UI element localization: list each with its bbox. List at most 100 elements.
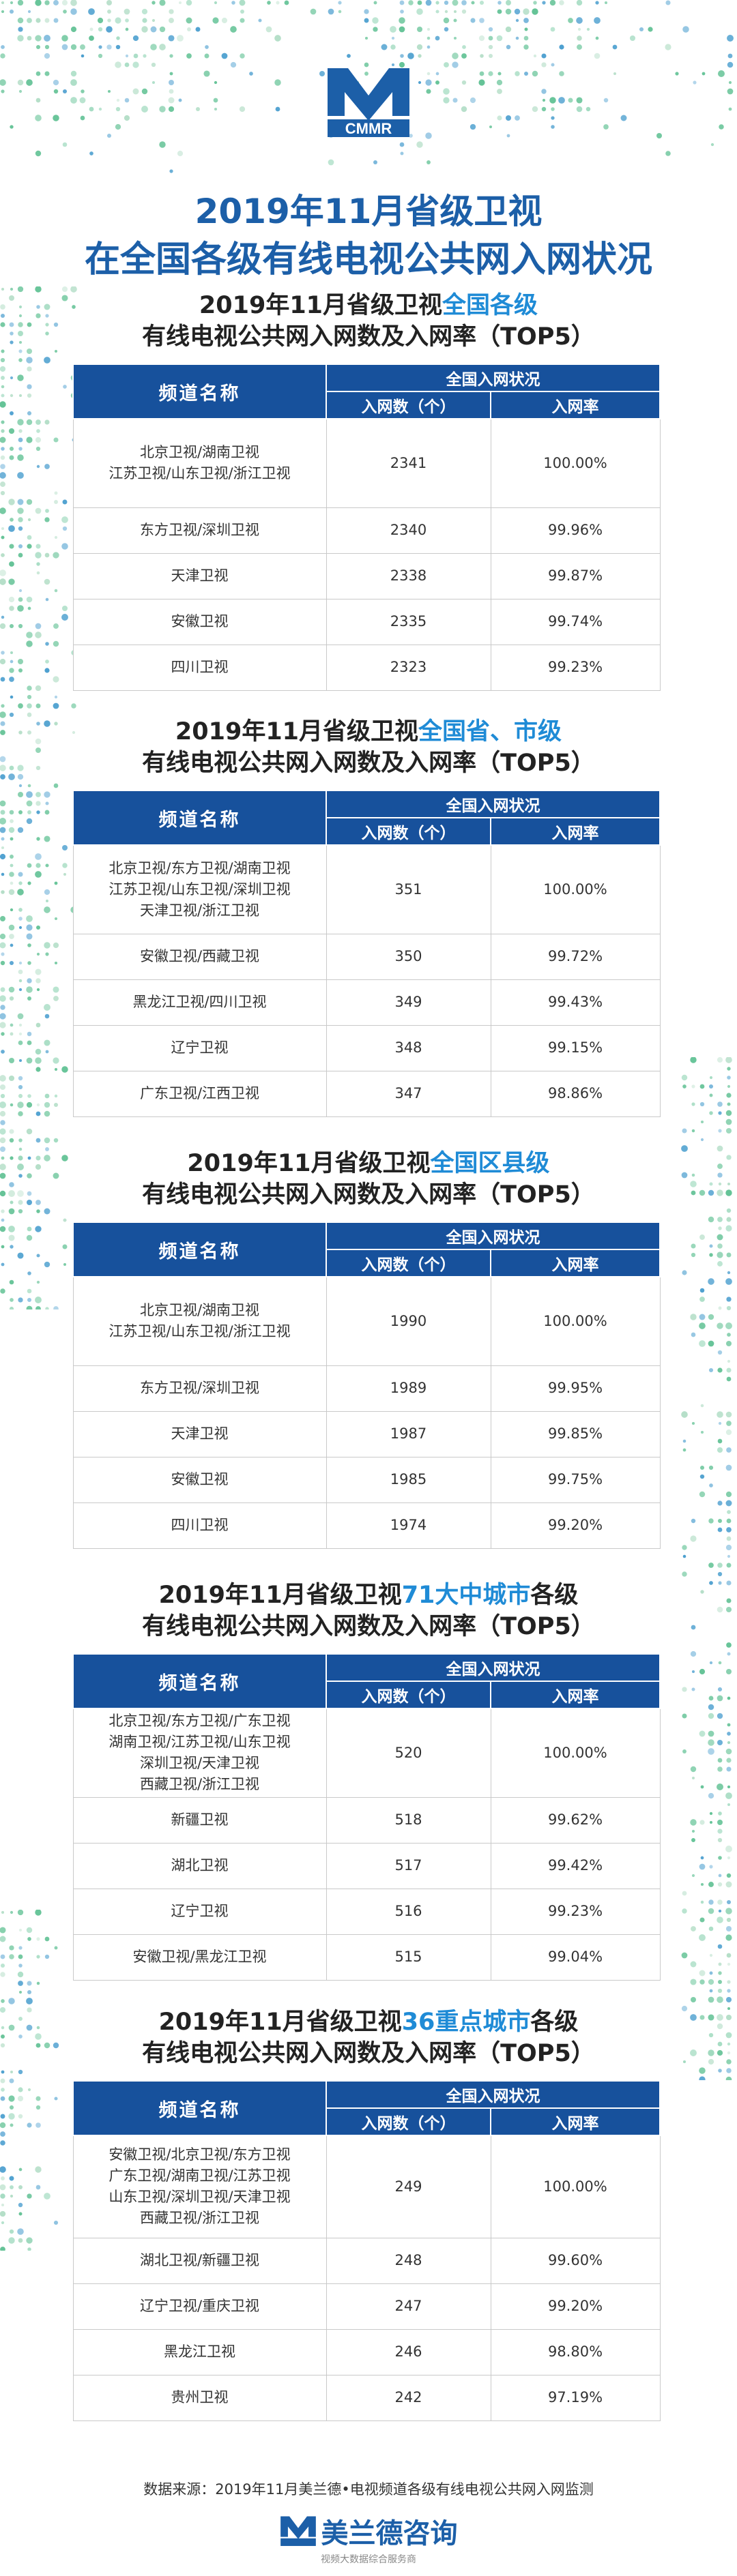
decor-dot — [691, 1838, 695, 1842]
decor-dot — [36, 837, 40, 841]
decor-dot — [44, 1004, 50, 1011]
channel-name-line: 江苏卫视/山东卫视/深圳卫视 — [109, 880, 291, 898]
decor-dot — [709, 1865, 713, 1869]
cell-channel: 四川卫视 — [72, 1502, 327, 1549]
decor-dot — [1, 2221, 5, 2225]
decor-dot — [177, 35, 184, 42]
cell-count: 1987 — [326, 1410, 491, 1457]
decor-dot — [169, 169, 173, 173]
section-title-highlight: 71大中城市 — [401, 1582, 531, 1609]
decor-dot — [725, 1500, 732, 1507]
decor-dot — [708, 1278, 714, 1285]
decor-dot — [1, 1050, 5, 1054]
decor-dot — [27, 2193, 32, 2199]
decor-dot — [399, 17, 405, 24]
decor-dot — [710, 143, 714, 147]
decor-dot — [17, 1013, 24, 1020]
decor-dot — [9, 1129, 14, 1134]
decor-dot — [26, 2237, 33, 2244]
decor-dot — [53, 676, 59, 683]
decor-dot — [0, 818, 6, 825]
decor-dot — [18, 1981, 23, 1986]
decor-dot — [61, 44, 68, 50]
decor-dot — [9, 1058, 14, 1063]
decor-dot — [186, 0, 192, 6]
decor-dot — [418, 54, 422, 58]
decor-dot — [427, 36, 431, 40]
channel-name-line: 四川卫视 — [171, 1517, 229, 1533]
decor-dot — [142, 18, 147, 23]
decor-dot — [17, 1252, 24, 1259]
decor-dot — [0, 960, 5, 966]
decor-dot — [533, 54, 537, 58]
decor-dot — [372, 17, 379, 24]
section-title: 2019年11月省级卫视71大中城市各级 有线电视公共网入网数及入网率（TOP5） — [0, 1580, 737, 1642]
decor-dot — [36, 1937, 40, 1941]
decor-dot — [27, 943, 31, 947]
decor-dot — [54, 2097, 58, 2101]
decor-dot — [726, 1953, 732, 1958]
decor-dot — [718, 1226, 722, 1230]
decor-dot — [0, 1954, 5, 1959]
decor-dot — [400, 54, 404, 58]
decor-dot — [682, 1554, 687, 1558]
channel-name-line: 广东卫视/湖南卫视/江苏卫视 — [109, 2167, 291, 2185]
decor-dot — [187, 27, 191, 31]
decor-dot — [691, 1421, 695, 1425]
cell-channel: 四川卫视 — [72, 644, 327, 691]
decor-dot — [708, 1996, 714, 2003]
decor-dot — [0, 916, 5, 921]
decor-dot — [708, 1926, 714, 1931]
table-row: 四川卫视 2323 99.23% — [72, 644, 661, 691]
decor-dot — [444, 27, 449, 32]
decor-dot — [550, 27, 555, 32]
section-title-highlight: 全国省、市级 — [418, 718, 562, 745]
decor-dot — [44, 810, 50, 815]
decor-dot — [708, 1340, 714, 1347]
decor-dot — [390, 26, 396, 33]
decor-dot — [45, 863, 49, 868]
decor-dot — [35, 1306, 41, 1309]
channel-name-line: 西藏卫视/浙江卫视 — [139, 1776, 260, 1793]
decor-dot — [9, 544, 14, 549]
decor-dot — [221, 17, 228, 24]
decor-dot — [26, 357, 33, 364]
decor-dot — [35, 978, 41, 983]
decor-dot — [18, 703, 23, 709]
decor-dot — [709, 1076, 713, 1080]
decor-dot — [98, 53, 103, 59]
decor-dot — [727, 1732, 731, 1736]
decor-dot — [18, 1040, 23, 1046]
decor-dot — [70, 44, 77, 50]
decor-dot — [708, 1696, 714, 1701]
decor-dot — [1, 447, 5, 451]
ranking-table: 频道名称 全国入网状况 入网数（个） 入网率 北京卫视/湖南卫视 江苏卫视/山东卫视/浙江… — [72, 1222, 661, 1549]
cell-channel: 广东卫视/江西卫视 — [72, 1070, 327, 1117]
decor-dot — [726, 1376, 732, 1382]
decor-dot — [10, 819, 14, 823]
decor-dot — [417, 0, 422, 5]
decor-dot — [470, 18, 476, 23]
decor-dot — [691, 1518, 696, 1524]
decor-dot — [665, 44, 671, 50]
decor-dot — [725, 1429, 732, 1436]
decor-dot — [26, 1101, 33, 1108]
decor-dot — [26, 436, 33, 443]
decor-dot — [63, 1262, 67, 1267]
cell-count: 350 — [326, 933, 491, 980]
decor-dot — [717, 1367, 723, 1373]
table-section: 2019年11月省级卫视全国省、市级 有线电视公共网入网数及入网率（TOP5） 频道… — [0, 716, 737, 1117]
decor-dot — [18, 1093, 23, 1099]
table-row: 辽宁卫视/重庆卫视 247 99.20% — [72, 2283, 661, 2330]
decor-dot — [718, 1661, 722, 1665]
cell-rate: 99.85% — [490, 1410, 661, 1457]
decor-dot — [0, 1110, 6, 1117]
decor-dot — [10, 1245, 14, 1249]
decor-dot — [691, 1687, 695, 1691]
decor-dot — [399, 0, 405, 5]
decor-dot — [10, 2070, 14, 2074]
decor-dot — [682, 1545, 687, 1550]
table-row: 北京卫视/东方卫视/湖南卫视 江苏卫视/山东卫视/深圳卫视 天津卫视/浙江卫视 351… — [72, 844, 661, 934]
decor-dot — [44, 906, 50, 913]
decor-dot — [27, 1271, 31, 1275]
